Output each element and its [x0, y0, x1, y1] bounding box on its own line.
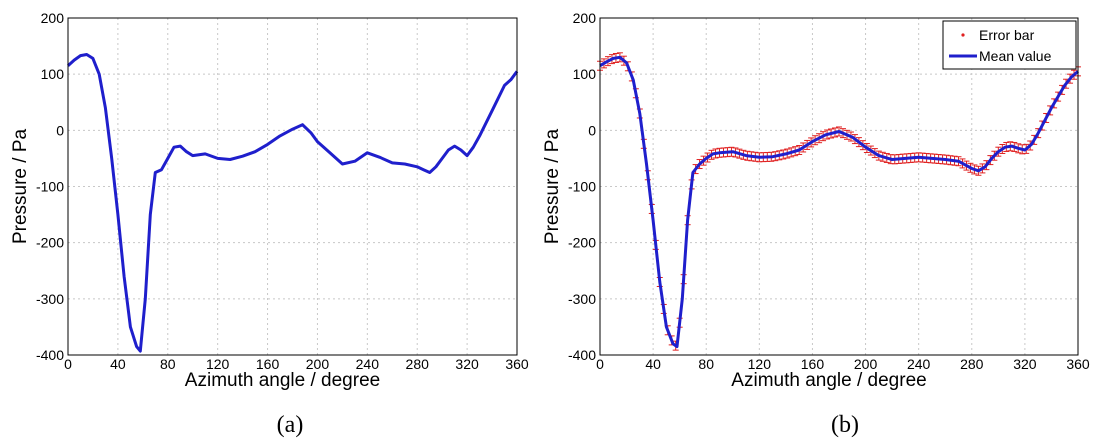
chart-a-line-layer: [66, 53, 519, 353]
series-line: [599, 55, 1079, 349]
x-tick-label: 40: [110, 356, 126, 372]
chart-b: 0 40 80 120 160 200 240 280 320 360 200 100 0 -100 -2…: [542, 10, 1090, 438]
chart-a-x-tick-labels: 0 40 80 120 160 200 240 280 320 360: [64, 356, 529, 372]
y-tick-label: 0: [588, 122, 596, 138]
y-tick-label: 0: [56, 122, 64, 138]
chart-a-plot-frame: [67, 17, 518, 356]
y-tick-label: -400: [36, 347, 64, 363]
x-tick-label: 360: [505, 356, 529, 372]
y-tick-label: -200: [568, 235, 596, 251]
y-tick-label: 100: [573, 66, 597, 82]
x-tick-label: 80: [698, 356, 714, 372]
chart-b-line-layer: [599, 55, 1079, 349]
y-tick-label: -300: [568, 291, 596, 307]
x-tick-label: 80: [160, 356, 176, 372]
x-tick-label: 320: [455, 356, 479, 372]
y-tick-label: -100: [568, 179, 596, 195]
chart-b-legend: Error bar Mean value: [942, 20, 1077, 70]
y-tick-label: -200: [36, 235, 64, 251]
chart-a-y-axis-label: Pressure / Pa: [10, 129, 31, 245]
x-tick-label: 120: [748, 356, 772, 372]
chart-a-x-axis-label: Azimuth angle / degree: [185, 370, 380, 391]
y-tick-label: -300: [36, 291, 64, 307]
x-tick-label: 360: [1066, 356, 1090, 372]
x-tick-label: 40: [645, 356, 661, 372]
y-tick-label: -400: [568, 347, 596, 363]
x-tick-label: 240: [356, 356, 380, 372]
chart-b-y-axis-label: Pressure / Pa: [542, 129, 563, 245]
y-tick-label: 200: [573, 10, 597, 26]
x-tick-label: 280: [406, 356, 430, 372]
chart-b-error-bars: [597, 52, 1081, 351]
y-tick-label: 200: [41, 10, 65, 26]
x-tick-label: 0: [64, 356, 72, 372]
x-tick-label: 200: [306, 356, 330, 372]
chart-a: 0 40 80 120 160 200 240 280 320 360 200 100 0 -100 -2…: [10, 10, 529, 438]
y-tick-label: -100: [36, 179, 64, 195]
legend-error-dot: [961, 33, 965, 37]
chart-b-x-tick-labels: 0 40 80 120 160 200 240 280 320 360: [596, 356, 1090, 372]
x-tick-label: 160: [256, 356, 280, 372]
legend-mean-value-label: Mean value: [979, 48, 1052, 64]
chart-a-caption: (a): [277, 412, 304, 438]
chart-a-grid: [67, 17, 518, 356]
chart-a-y-tick-labels: 200 100 0 -100 -200 -300 -400: [36, 10, 64, 363]
x-tick-label: 160: [801, 356, 825, 372]
x-tick-label: 120: [206, 356, 230, 372]
x-tick-label: 200: [854, 356, 878, 372]
legend-box: [942, 20, 1077, 70]
x-tick-label: 0: [596, 356, 604, 372]
chart-b-y-tick-labels: 200 100 0 -100 -200 -300 -400: [568, 10, 596, 363]
chart-b-plot-frame: [599, 17, 1079, 356]
y-tick-label: 100: [41, 66, 65, 82]
x-tick-label: 320: [1013, 356, 1037, 372]
legend-error-bar-label: Error bar: [979, 27, 1035, 43]
chart-b-x-axis-label: Azimuth angle / degree: [731, 370, 926, 391]
series-line: [66, 53, 519, 353]
chart-b-caption: (b): [831, 412, 859, 438]
legend-error-bar-marker: [961, 33, 965, 37]
x-tick-label: 280: [960, 356, 984, 372]
x-tick-label: 240: [907, 356, 931, 372]
